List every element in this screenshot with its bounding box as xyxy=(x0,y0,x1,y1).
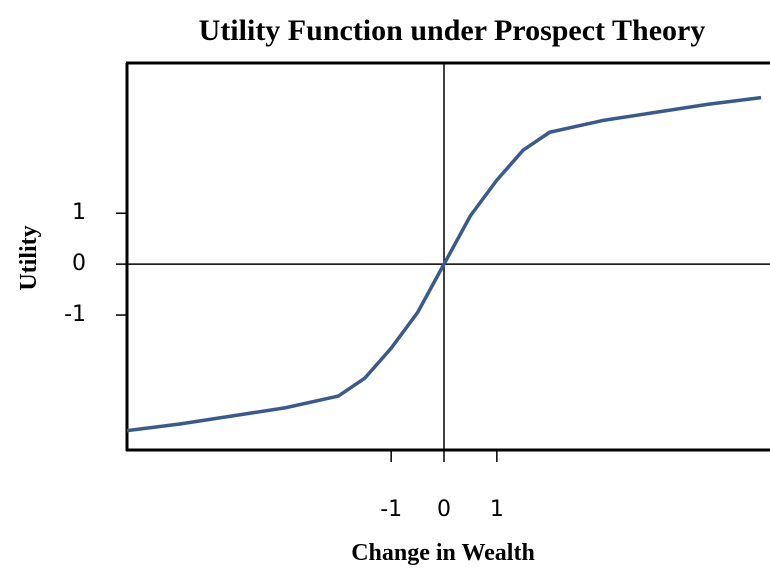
y-tick-label: 1 xyxy=(72,200,86,225)
x-tick-label: 0 xyxy=(437,497,451,522)
x-tick-label: 1 xyxy=(490,497,504,522)
x-tick-label: -1 xyxy=(380,497,402,522)
x-axis-label: Change in Wealth xyxy=(351,540,535,566)
line xyxy=(126,95,762,433)
chart-title: Utility Function under Prospect Theory xyxy=(199,14,706,47)
y-axis-label: Utility xyxy=(16,225,42,290)
y-tick-label: -1 xyxy=(64,302,86,327)
y-tick-label: 0 xyxy=(72,251,86,276)
